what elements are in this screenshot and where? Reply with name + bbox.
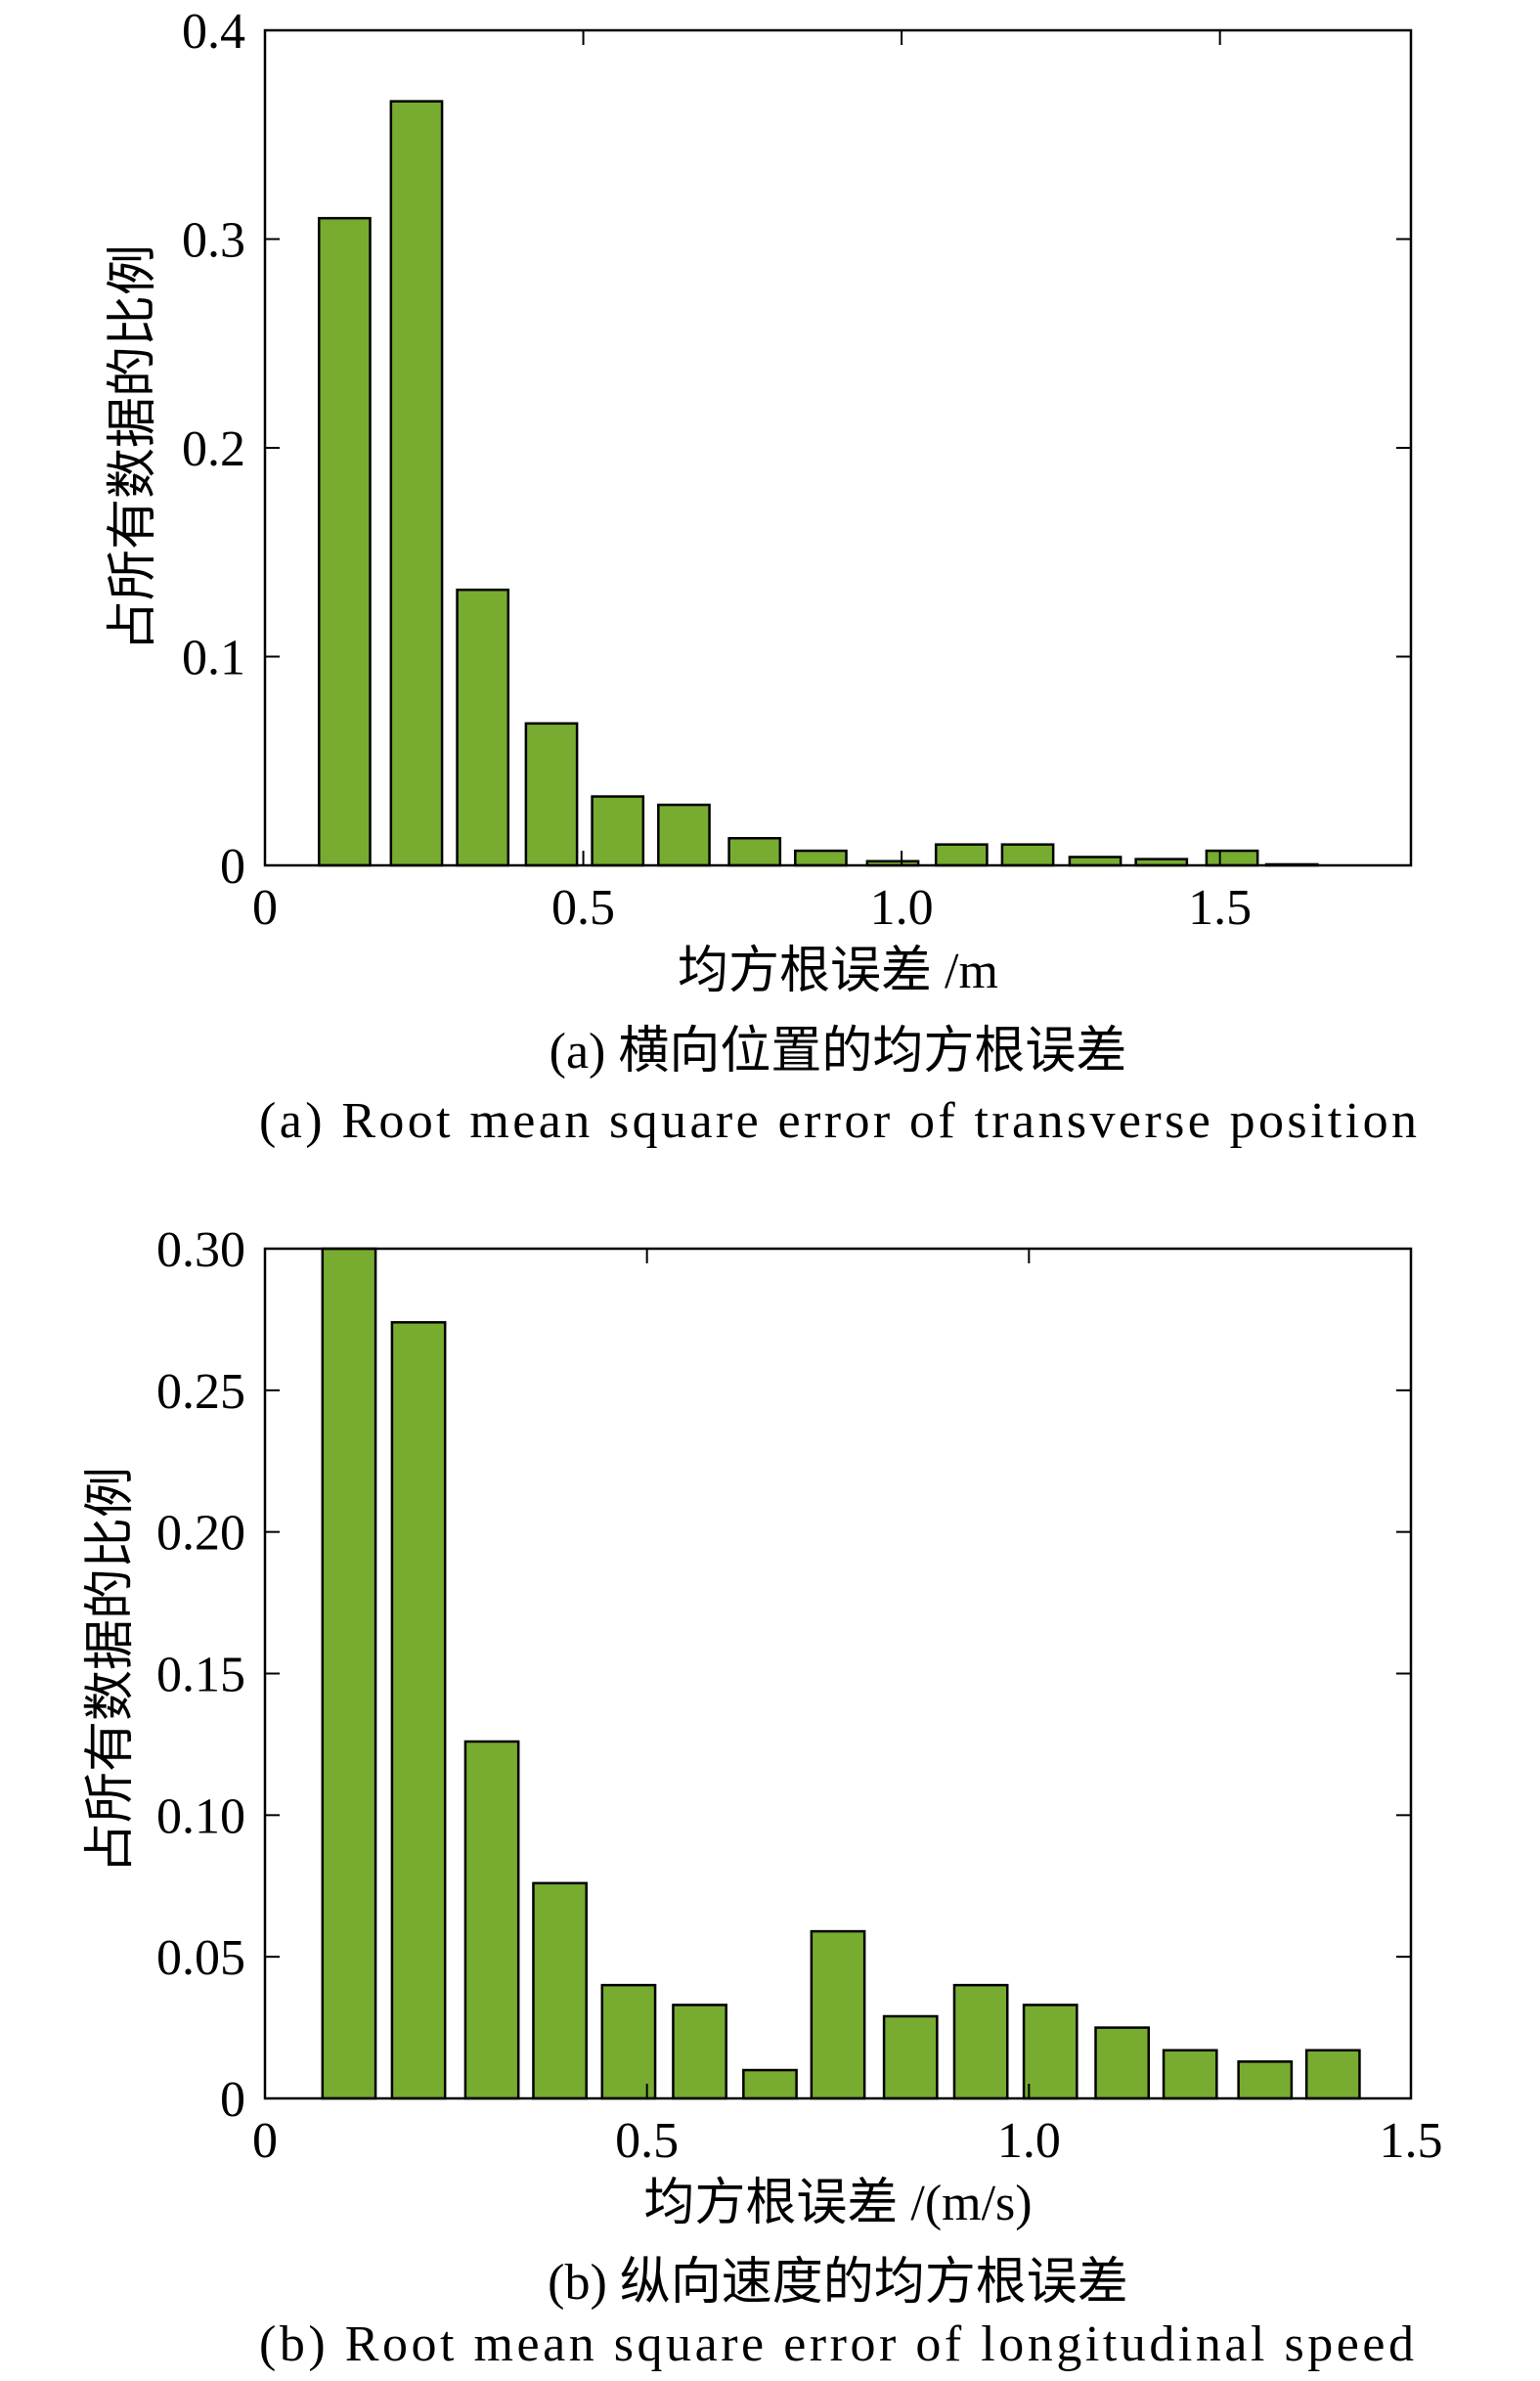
panel-a-bar-8 bbox=[794, 849, 848, 867]
panel-a-caption-zh: (a) 横向位置的均方根误差 bbox=[550, 1024, 1127, 1080]
panel-b-x-tick-label: 0 bbox=[252, 2113, 278, 2169]
panel-b-bar-13 bbox=[1162, 2049, 1218, 2100]
panel-b-y-tick-label: 0.30 bbox=[156, 1222, 245, 1278]
panel-a-bar-4 bbox=[524, 722, 579, 867]
panel-a-y-tick-label: 0.4 bbox=[182, 4, 245, 60]
panel-b-bar-6 bbox=[672, 2004, 727, 2100]
panel-a-y-tick-label: 0.1 bbox=[182, 631, 245, 686]
panel-b-x-tick-label: 0.5 bbox=[615, 2113, 679, 2169]
panel-b-caption-zh: (b) 纵向速度的均方根误差 bbox=[548, 2255, 1128, 2311]
panel-a-x-tick-label: 0.5 bbox=[551, 880, 615, 936]
panel-b-bar-4 bbox=[532, 1881, 588, 2100]
panel-b-x-tick-label: 1.5 bbox=[1380, 2113, 1443, 2169]
panel-b-bar-10 bbox=[952, 1983, 1009, 2100]
panel-a-y-tick-label: 0 bbox=[220, 839, 245, 895]
panel-b-bar-1 bbox=[321, 1247, 377, 2100]
panel-b-y-tick-label: 0.25 bbox=[156, 1364, 245, 1420]
panel-a-y-axis-label: 占所有数据的比例 bbox=[106, 244, 161, 651]
panel-a-caption-en: (a) Root mean square error of transverse… bbox=[259, 1093, 1417, 1149]
panel-a-x-tick-label: 0 bbox=[252, 880, 278, 936]
panel-a-bar-7 bbox=[727, 836, 782, 867]
panel-b-y-axis-label: 占所有数据的比例 bbox=[83, 1467, 139, 1874]
panel-b-x-tick-label: 1.0 bbox=[997, 2113, 1061, 2169]
panel-b-bar-5 bbox=[600, 1983, 657, 2100]
panel-b-bar-3 bbox=[463, 1740, 520, 2100]
panel-b-y-tick-label: 0.20 bbox=[156, 1506, 245, 1562]
panel-b-bar-12 bbox=[1094, 2026, 1151, 2100]
panel-b-bar-14 bbox=[1237, 2060, 1294, 2100]
panel-a-bar-5 bbox=[591, 795, 645, 867]
panel-a-bar-12 bbox=[1068, 856, 1122, 867]
panel-b-x-axis-label: 均方根误差 /(m/s) bbox=[643, 2176, 1032, 2231]
panel-a-y-tick-label: 0.3 bbox=[182, 213, 245, 269]
panel-a-bar-6 bbox=[657, 803, 711, 867]
panel-b-bar-2 bbox=[390, 1321, 447, 2100]
panel-b-y-tick-label: 0.15 bbox=[156, 1648, 245, 1703]
panel-a-x-axis-label: 均方根误差 /m bbox=[678, 944, 998, 999]
panel-b-caption-en: (b) Root mean square error of longitudin… bbox=[259, 2316, 1414, 2372]
panel-a-x-tick-label: 1.5 bbox=[1188, 880, 1252, 936]
panel-b-y-tick-label: 0 bbox=[220, 2072, 245, 2128]
panel-a-bar-3 bbox=[456, 588, 510, 867]
panel-a-bar-1 bbox=[318, 216, 372, 867]
panel-a-y-tick-label: 0.2 bbox=[182, 421, 245, 477]
panel-b-bar-7 bbox=[742, 2068, 798, 2100]
panel-a-bar-2 bbox=[389, 100, 444, 867]
panel-b-y-tick-label: 0.05 bbox=[156, 1930, 245, 1986]
panel-b-bar-11 bbox=[1022, 2004, 1078, 2100]
panel-b-plot: 0 0.5 1.0 1.5 0 0.05 0.10 0.15 0.20 0.25 0.30 bbox=[156, 1222, 1443, 2169]
panel-b-y-tick-label: 0.10 bbox=[156, 1788, 245, 1844]
panel-a-bar-11 bbox=[1000, 843, 1055, 867]
panel-b-bar-15 bbox=[1304, 2049, 1361, 2100]
panel-b-bar-9 bbox=[882, 2014, 939, 2100]
panel-a-x-tick-label: 1.0 bbox=[870, 880, 934, 936]
panel-b-bar-8 bbox=[810, 1929, 866, 2100]
panel-a-plot: 0 0.5 1.0 1.5 0 0.1 0.2 0.3 0.4 bbox=[182, 4, 1413, 936]
panel-a-bar-10 bbox=[934, 843, 989, 867]
panel-a-bar-14 bbox=[1205, 849, 1259, 867]
